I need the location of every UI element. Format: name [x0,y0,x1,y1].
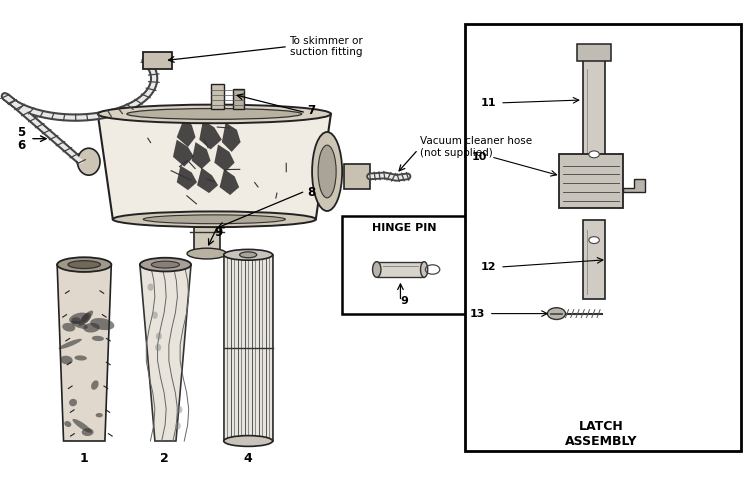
Ellipse shape [64,421,71,427]
Ellipse shape [151,261,180,268]
Ellipse shape [71,321,88,329]
Ellipse shape [420,262,428,277]
Ellipse shape [318,145,336,198]
Ellipse shape [91,380,99,390]
Bar [377,262,424,277]
Text: HINGE PIN: HINGE PIN [371,223,436,233]
Ellipse shape [72,419,92,433]
Circle shape [547,308,566,319]
Bar [583,59,605,206]
Ellipse shape [372,262,381,277]
Polygon shape [177,118,196,147]
Text: 2: 2 [159,452,168,465]
Ellipse shape [143,215,286,223]
Ellipse shape [59,339,82,349]
Ellipse shape [69,399,77,406]
Ellipse shape [68,261,101,269]
Ellipse shape [98,104,331,123]
Circle shape [589,151,599,158]
Ellipse shape [224,249,273,260]
Ellipse shape [312,132,342,211]
Polygon shape [177,166,197,190]
Ellipse shape [71,317,80,324]
Ellipse shape [240,252,256,258]
Ellipse shape [82,428,93,436]
Ellipse shape [140,258,191,271]
Ellipse shape [147,284,153,291]
Ellipse shape [90,318,114,330]
Text: 1: 1 [80,452,89,465]
Bar [144,52,172,70]
Text: 4: 4 [244,452,253,465]
Bar [465,24,741,451]
Polygon shape [192,142,211,169]
Ellipse shape [69,313,89,324]
Ellipse shape [187,248,226,259]
Text: 5: 5 [17,126,26,139]
Polygon shape [199,120,222,149]
Text: 6: 6 [17,139,26,152]
Ellipse shape [60,356,73,364]
Text: 8: 8 [307,186,315,199]
Ellipse shape [92,336,104,341]
Polygon shape [140,265,191,441]
Bar [224,255,273,441]
Ellipse shape [83,323,100,333]
Ellipse shape [152,312,158,319]
Ellipse shape [77,148,100,175]
Bar [559,154,623,208]
Ellipse shape [81,313,91,323]
Bar [193,220,220,254]
Polygon shape [57,265,111,441]
Bar [211,83,224,109]
Ellipse shape [57,257,111,272]
Polygon shape [220,169,239,195]
Polygon shape [623,179,645,192]
Ellipse shape [177,406,183,414]
Polygon shape [222,122,241,152]
Text: LATCH
ASSEMBLY: LATCH ASSEMBLY [566,419,638,448]
Bar [342,216,466,314]
Polygon shape [98,114,331,220]
Ellipse shape [174,422,180,430]
Bar [233,89,244,109]
Text: 9: 9 [400,296,408,306]
Text: 9: 9 [214,226,222,239]
Text: Vacuum cleaner hose
(not supplied): Vacuum cleaner hose (not supplied) [420,136,532,158]
Text: 7: 7 [307,104,315,117]
Ellipse shape [155,344,161,351]
Polygon shape [214,145,235,171]
Ellipse shape [78,311,93,326]
Polygon shape [197,168,218,193]
Bar [344,164,370,189]
Ellipse shape [156,333,162,340]
Ellipse shape [113,212,316,227]
Ellipse shape [96,413,103,417]
Ellipse shape [62,323,75,332]
Bar [583,220,605,299]
Text: 10: 10 [472,152,487,162]
Ellipse shape [127,108,302,119]
Text: 13: 13 [470,309,485,318]
Text: 11: 11 [481,98,496,108]
Polygon shape [173,140,194,167]
Circle shape [589,237,599,244]
Ellipse shape [74,355,87,361]
Ellipse shape [224,436,273,446]
Bar [577,44,611,61]
Text: To skimmer or
suction fitting: To skimmer or suction fitting [290,36,363,57]
Text: 12: 12 [481,262,496,272]
